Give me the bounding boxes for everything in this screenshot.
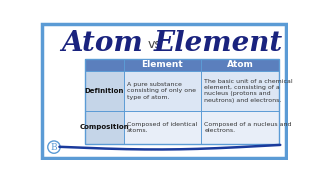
Text: Atom: Atom: [61, 30, 143, 57]
FancyBboxPatch shape: [124, 111, 201, 144]
Text: A pure substance
consisting of only one
type of atom.: A pure substance consisting of only one …: [127, 82, 196, 100]
FancyBboxPatch shape: [85, 71, 124, 111]
Text: Composition: Composition: [79, 125, 129, 130]
Text: vs: vs: [148, 38, 162, 51]
Text: Composed of a nucleus and
electrons.: Composed of a nucleus and electrons.: [204, 122, 292, 133]
FancyBboxPatch shape: [85, 58, 279, 71]
Text: The basic unit of a chemical
element, consisting of a
nucleus (protons and
neutr: The basic unit of a chemical element, co…: [204, 79, 293, 103]
Text: Element: Element: [141, 60, 183, 69]
Text: Element: Element: [154, 30, 283, 57]
FancyBboxPatch shape: [201, 111, 279, 144]
FancyBboxPatch shape: [124, 71, 201, 111]
Text: B: B: [51, 143, 57, 152]
Text: Atom: Atom: [227, 60, 253, 69]
Text: Definition: Definition: [84, 88, 124, 94]
FancyBboxPatch shape: [85, 111, 124, 144]
Text: Composed of identical
atoms.: Composed of identical atoms.: [127, 122, 197, 133]
FancyBboxPatch shape: [42, 24, 286, 158]
FancyBboxPatch shape: [201, 71, 279, 111]
